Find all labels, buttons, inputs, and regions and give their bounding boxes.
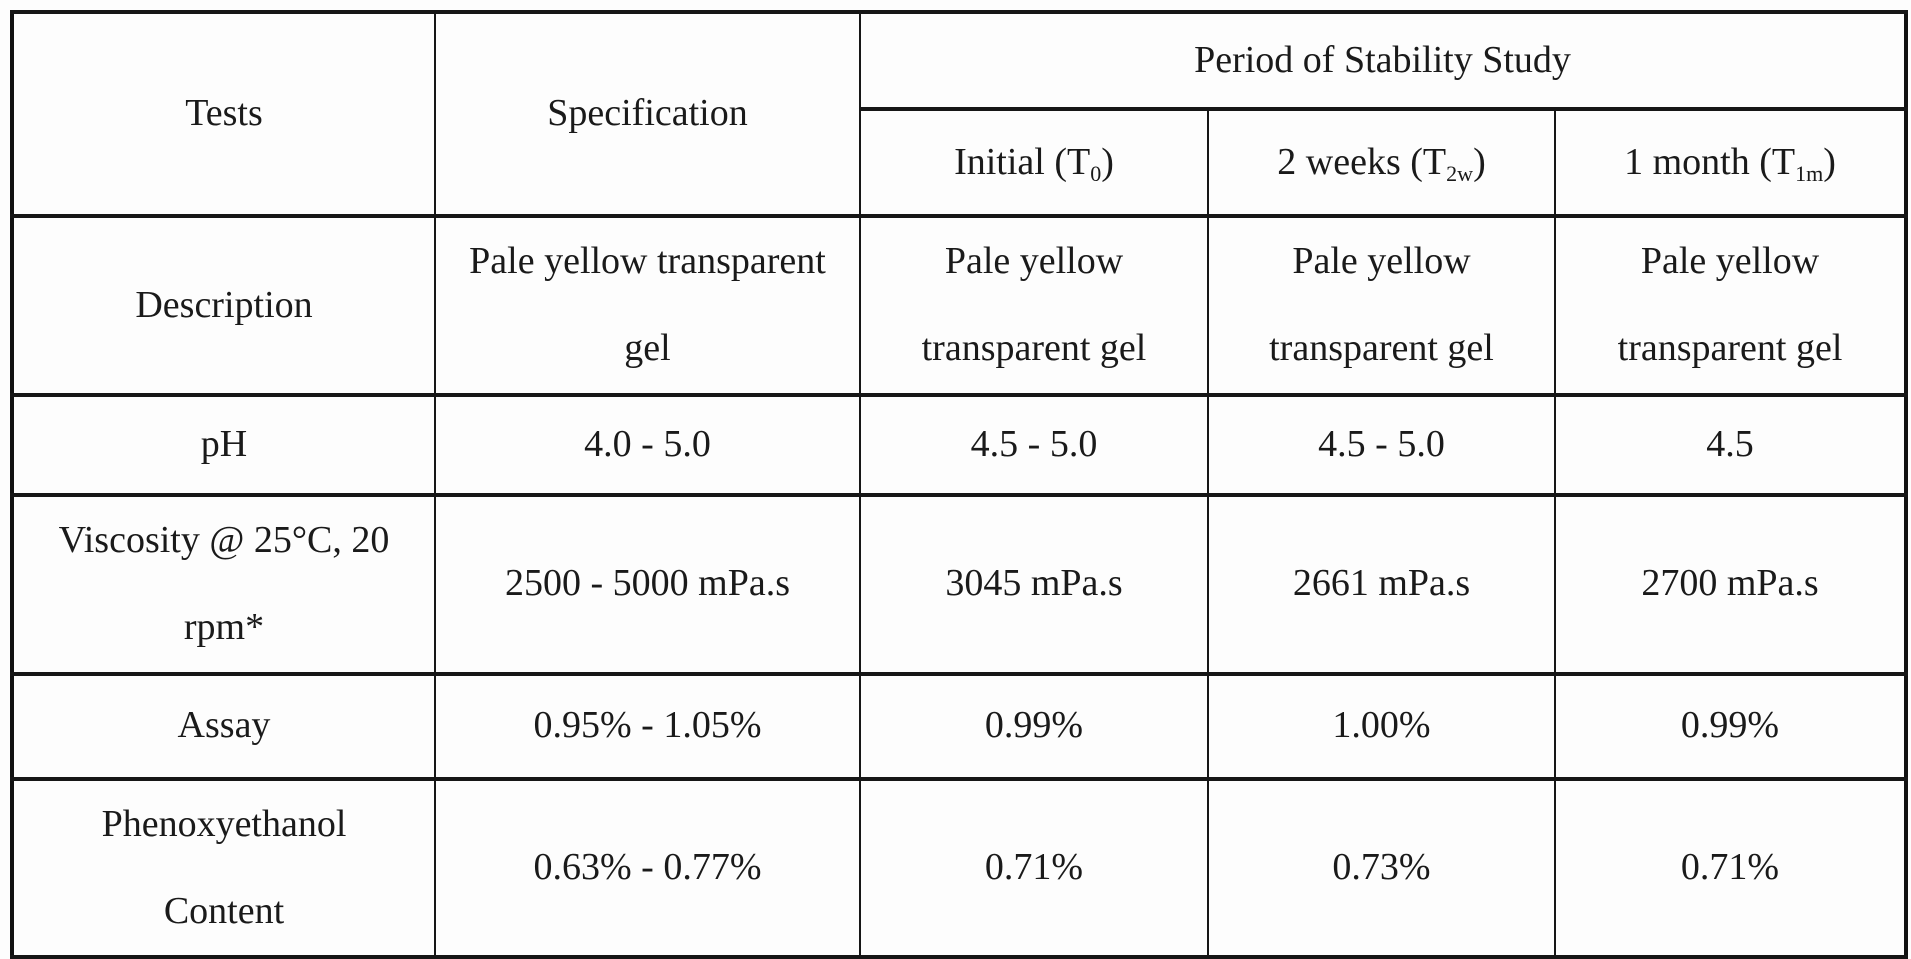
header-initial-text: Initial (T <box>954 140 1091 183</box>
header-1month-close: ) <box>1823 140 1836 183</box>
cell-assay-t1m: 0.99% <box>1553 671 1908 781</box>
cell-viscosity-t2w: 2661 mPa.s <box>1207 492 1556 676</box>
table-row-description: Description Pale yellow transparent gel … <box>11 214 1908 397</box>
cell-viscosity-t0: 3045 mPa.s <box>859 492 1209 676</box>
cell-viscosity-t1m: 2700 mPa.s <box>1553 492 1908 676</box>
cell-description-spec: Pale yellow transparent gel <box>434 214 861 397</box>
cell-ph-t0: 4.5 - 5.0 <box>859 392 1209 497</box>
cell-description-t0: Pale yellow transparent gel <box>859 214 1209 397</box>
table-row-ph: pH 4.0 - 5.0 4.5 - 5.0 4.5 - 5.0 4.5 <box>11 392 1908 497</box>
cell-ph-t2w: 4.5 - 5.0 <box>1207 392 1556 497</box>
header-initial-t0: Initial (T0) <box>859 107 1209 218</box>
cell-viscosity-spec: 2500 - 5000 mPa.s <box>434 492 861 676</box>
header-initial-close: ) <box>1101 140 1114 183</box>
cell-assay-t2w: 1.00% <box>1207 671 1556 781</box>
stability-study-table: Tests Specification Period of Stability … <box>10 10 1909 959</box>
cell-description-t2w: Pale yellow transparent gel <box>1207 214 1556 397</box>
cell-description-t1m: Pale yellow transparent gel <box>1553 214 1908 397</box>
cell-assay-spec: 0.95% - 1.05% <box>434 671 861 781</box>
header-1month-subscript: 1m <box>1795 160 1824 186</box>
header-2weeks-subscript: 2w <box>1446 160 1474 186</box>
header-period-group: Period of Stability Study <box>858 10 1908 111</box>
header-specification: Specification <box>434 10 861 218</box>
cell-assay-label: Assay <box>11 671 436 781</box>
cell-description-label: Description <box>11 214 436 397</box>
cell-phenoxyethanol-label: Phenoxyethanol Content <box>11 776 436 959</box>
cell-phenoxyethanol-spec: 0.63% - 0.77% <box>434 776 861 959</box>
header-2weeks-text: 2 weeks (T <box>1277 140 1447 183</box>
header-initial-subscript: 0 <box>1090 160 1102 186</box>
header-1month-t1m: 1 month (T1m) <box>1553 107 1908 218</box>
header-2weeks-t2w: 2 weeks (T2w) <box>1207 107 1556 218</box>
cell-assay-t0: 0.99% <box>859 671 1209 781</box>
cell-phenoxyethanol-t0: 0.71% <box>859 776 1209 959</box>
cell-ph-label: pH <box>11 392 436 497</box>
cell-phenoxyethanol-t1m: 0.71% <box>1553 776 1908 959</box>
cell-phenoxyethanol-t2w: 0.73% <box>1207 776 1556 959</box>
header-1month-text: 1 month (T <box>1624 140 1796 183</box>
table-row-viscosity: Viscosity @ 25°C, 20 rpm* 2500 - 5000 mP… <box>11 492 1908 676</box>
header-2weeks-close: ) <box>1473 140 1486 183</box>
cell-ph-spec: 4.0 - 5.0 <box>434 392 861 497</box>
table-row-assay: Assay 0.95% - 1.05% 0.99% 1.00% 0.99% <box>11 671 1908 781</box>
cell-viscosity-label: Viscosity @ 25°C, 20 rpm* <box>11 492 436 676</box>
cell-ph-t1m: 4.5 <box>1553 392 1908 497</box>
header-tests: Tests <box>11 10 436 218</box>
table-row-phenoxyethanol: Phenoxyethanol Content 0.63% - 0.77% 0.7… <box>11 776 1908 959</box>
